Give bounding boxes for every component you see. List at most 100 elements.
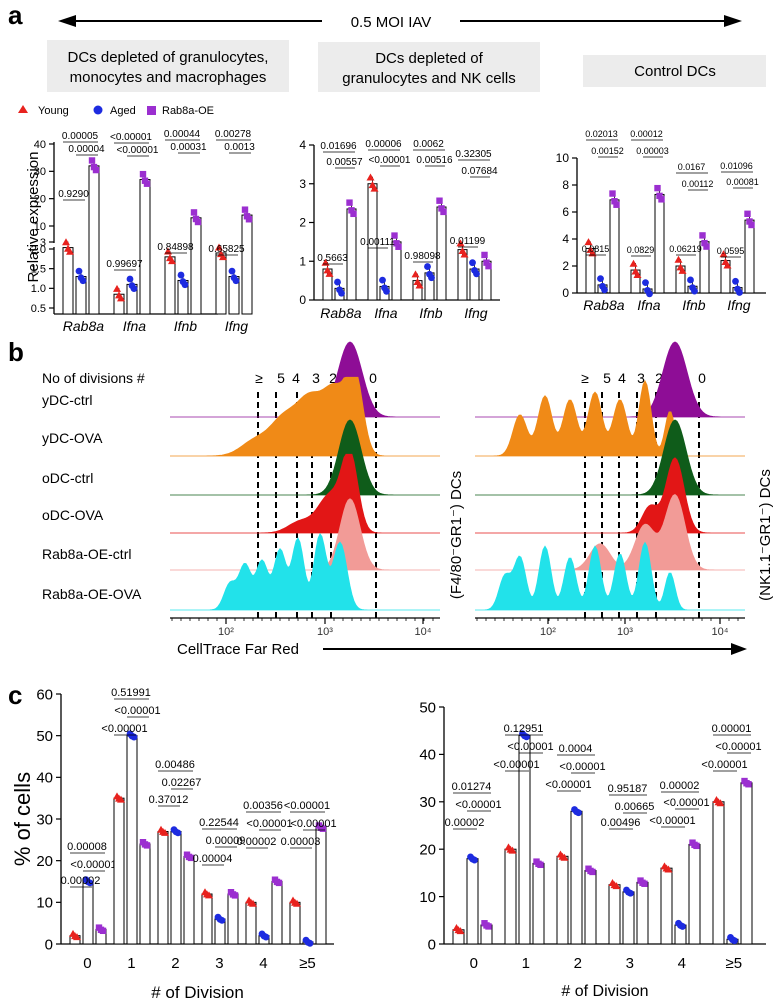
data-point [139,170,147,178]
y-tick-label: 4 [299,138,306,152]
data-point [185,853,193,861]
y-tick-label: 3 [40,237,46,249]
bar [391,241,402,301]
condition-box-1-line-1: DCs depleted of granulocytes, [68,49,269,66]
category-label: Ifng [727,297,751,313]
category-label: ≥5 [299,955,316,972]
condition-box-2-line-2: granulocytes and NK cells [342,70,515,87]
p-value-label: <0.00001 [290,818,336,830]
row-label: Rab8a-OE-ctrl [42,546,131,562]
p-value-label: 0.12951 [504,723,544,735]
data-point [732,277,739,285]
data-point [456,239,465,247]
data-point [744,210,751,217]
y-tick-label: 2 [299,216,306,230]
category-label: 1 [522,955,530,972]
p-value-label: 0.65825 [208,244,245,255]
data-point [230,274,238,282]
histogram-x-tick-label: 10² [218,626,234,638]
bar [157,831,169,945]
data-point [273,878,281,886]
bar [744,219,755,294]
bar [215,252,227,315]
data-point [677,922,684,929]
data-point [658,196,665,203]
data-point [729,936,736,944]
legend-oe-label: Rab8a-OE [162,105,214,117]
p-value-label: <0.00001 [110,132,152,143]
chart-a1: 0.5 1.0 1.5 2.03 10 20 30 40 Rab8a 0.00005 0.00004… [31,129,256,334]
data-point [481,251,488,259]
y-tick-label: 10 [556,151,570,165]
bar [271,881,283,945]
bar [139,179,151,315]
condition-box-2 [318,42,540,92]
data-point [485,262,492,270]
data-point [483,922,490,929]
p-value-label: 0.00486 [155,759,195,771]
data-point [203,890,211,898]
data-point [656,192,663,200]
data-point [229,891,237,898]
p-value-label: 0.0815 [582,244,610,254]
data-point [166,254,174,262]
p-value-label: <0.00001 [559,761,605,773]
y-tick-label: 2 [562,259,569,273]
data-point [368,181,377,189]
y-tick-label: 10 [419,889,436,906]
p-value-label: 0.02013 [585,129,618,139]
data-point [639,879,646,886]
p-value-label: 0.00031 [170,142,207,153]
data-point [113,284,121,292]
p-value-label: 0.00002 [237,836,277,848]
p-value-label: 0.00112 [682,179,714,189]
y-tick-label: 20 [34,194,46,206]
axis-break [50,243,58,247]
p-value-label: 0.00002 [660,780,700,792]
category-label: 3 [215,955,223,972]
p-value-label: <0.00001 [70,859,116,871]
division-mark: 5 [603,370,611,386]
p-value-label: 0.00081 [726,177,759,187]
panel-c-label: c [8,680,22,710]
chart-a3: 0 2 4 6 8 10 Rab8a 0.02013 0.00152 0.0815 Ifna 0.00… [556,129,766,313]
y-tick-label: 40 [34,139,46,151]
division-mark: 2 [329,370,337,386]
legend-oe-marker [147,106,156,115]
legend-young-label: Young [38,105,69,117]
data-point [64,244,72,252]
bar [183,856,195,945]
data-point [610,881,619,889]
p-value-label: 0.9290 [58,189,89,200]
bar [88,165,100,315]
data-point [654,184,661,192]
p-value-label: 0.0829 [627,245,655,255]
division-mark: 0 [698,370,706,386]
y-axis-label: % of cells [10,772,35,866]
data-point [75,267,83,275]
x-axis-label: # of Division [151,983,244,1002]
bar [688,843,701,945]
data-point [71,932,79,940]
bar [740,782,753,945]
data-point [177,271,185,279]
bar [241,214,253,315]
data-point [506,845,515,853]
division-mark: 2 [655,370,663,386]
bar [570,810,583,945]
panel-a-label: a [8,0,23,30]
histogram-Rab8a-OE-OVA [475,541,745,611]
legend-aged-label: Aged [110,105,136,117]
data-point [84,878,92,886]
p-value-label: 0.01696 [320,141,357,152]
data-point [573,808,580,816]
y-tick-label: 30 [34,166,46,178]
data-point [691,841,698,849]
data-point [734,285,741,293]
p-value-label: 0.22544 [199,817,239,829]
y-tick-label: 40 [419,747,436,764]
category-label: 0 [83,955,91,972]
category-label: Ifna [123,318,147,334]
data-point [395,243,402,250]
data-point [721,258,730,265]
